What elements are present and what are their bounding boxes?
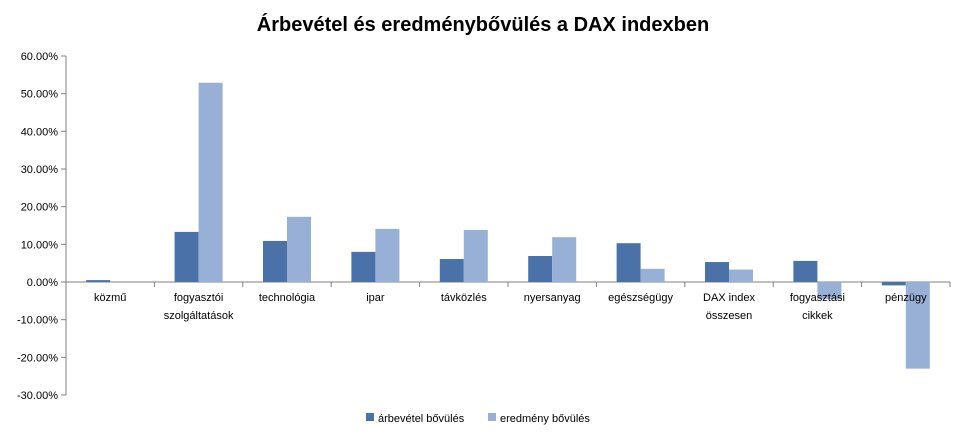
category-label: DAX index — [703, 292, 755, 304]
bar — [905, 282, 930, 369]
legend-label: eredmény bővülés — [500, 413, 590, 425]
bar — [375, 228, 400, 282]
category-label: távközlés — [441, 292, 487, 304]
category-label: nyersanyag — [524, 292, 581, 304]
bar — [640, 268, 665, 282]
y-tick-label: 0.00% — [27, 277, 58, 289]
bar — [86, 280, 111, 282]
category-label: fogyasztói — [174, 292, 224, 304]
y-tick-label: 20.00% — [21, 202, 59, 214]
category-label: egészségügy — [608, 292, 673, 304]
category-label: közmű — [94, 292, 126, 304]
y-tick-label: -10.00% — [17, 315, 58, 327]
bar — [198, 82, 223, 282]
bar — [174, 231, 199, 282]
bar — [439, 259, 464, 282]
legend-swatch — [366, 413, 374, 421]
bar — [263, 240, 287, 282]
category-label: összesen — [706, 310, 752, 322]
y-tick-label: 60.00% — [21, 51, 59, 63]
bar — [616, 243, 641, 282]
bar — [729, 269, 753, 282]
y-tick-label: -20.00% — [17, 352, 58, 364]
y-tick-label: 40.00% — [21, 126, 59, 138]
legend-swatch — [488, 413, 496, 421]
y-tick-label: 10.00% — [21, 239, 59, 251]
category-label: fogyasztási — [790, 292, 845, 304]
bar — [351, 251, 376, 282]
bar — [528, 256, 553, 282]
category-label: technológia — [259, 292, 316, 304]
category-label: ipar — [366, 292, 385, 304]
chart-title: Árbevétel és eredménybővülés a DAX index… — [256, 14, 710, 36]
bar — [881, 282, 906, 286]
y-tick-label: -30.00% — [17, 390, 58, 402]
bar — [793, 260, 818, 282]
bar — [552, 237, 577, 282]
y-tick-label: 30.00% — [21, 164, 59, 176]
y-tick-label: 50.00% — [21, 89, 59, 101]
legend-label: árbevétel bővülés — [378, 413, 465, 425]
bar — [463, 230, 488, 282]
bar — [817, 282, 842, 299]
bar — [705, 262, 729, 282]
category-label: pénzügy — [885, 292, 927, 304]
category-label: cikkek — [802, 310, 833, 322]
category-label: szolgáltatások — [164, 310, 234, 322]
bar — [287, 216, 311, 282]
